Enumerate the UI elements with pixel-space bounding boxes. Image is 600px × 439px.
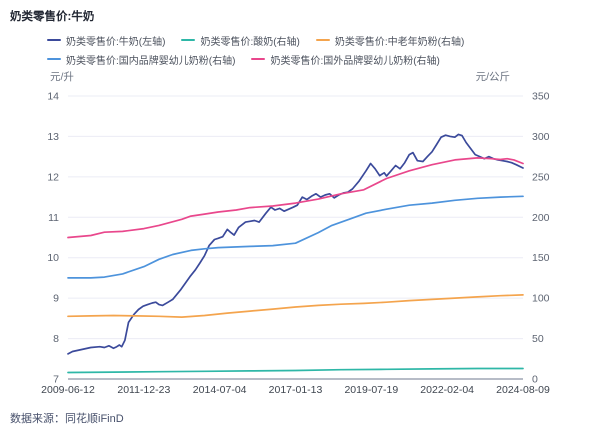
- legend-item-4[interactable]: 奶类零售价:国外品牌婴幼儿奶粉(右轴): [251, 52, 440, 67]
- data-source: 数据来源：同花顺iFinD: [10, 413, 124, 425]
- x-axis-tick: 2022-02-04: [420, 384, 474, 396]
- legend-marker: [315, 38, 330, 42]
- left-axis-tick: 13: [47, 131, 59, 143]
- chart-legend: 奶类零售价:牛奶(左轴) 奶类零售价:酸奶(右轴) 奶类零售价:中老年奶粉(右轴) 奶…: [47, 33, 529, 67]
- legend-marker: [181, 38, 196, 42]
- left-axis-tick: 14: [47, 91, 59, 103]
- legend-marker: [47, 38, 61, 42]
- legend-item-3[interactable]: 奶类零售价:国内品牌婴幼儿奶粉(右轴): [47, 52, 236, 67]
- left-axis-tick: 12: [47, 171, 59, 183]
- legend-item-label: 奶类零售价:牛奶(左轴): [66, 36, 166, 48]
- legend-item-label: 奶类零售价:国外品牌婴幼儿奶粉(右轴): [270, 55, 440, 67]
- x-axis-tick: 2017-01-13: [269, 384, 323, 396]
- series-line-0: [67, 133, 524, 355]
- right-axis-tick: 350: [532, 91, 550, 103]
- right-axis-tick: 150: [532, 252, 550, 264]
- x-axis-tick: 2019-07-19: [344, 384, 398, 396]
- legend-item-0[interactable]: 奶类零售价:牛奶(左轴): [47, 33, 166, 48]
- legend-item-label: 奶类零售价:中老年奶粉(右轴): [334, 36, 465, 48]
- right-axis-tick: 300: [532, 131, 550, 143]
- legend-item-2[interactable]: 奶类零售价:中老年奶粉(右轴): [315, 33, 465, 48]
- legend-marker: [47, 57, 61, 61]
- series-line-4: [67, 157, 524, 239]
- left-axis-unit: 元/升: [50, 71, 74, 83]
- left-axis-tick: 10: [47, 252, 59, 264]
- x-axis-tick: 2011-12-23: [117, 384, 170, 396]
- right-axis-tick: 50: [532, 333, 544, 345]
- series-line-1: [67, 367, 524, 374]
- series-line-3: [67, 195, 524, 279]
- right-axis-tick: 0: [532, 374, 538, 386]
- left-axis-tick: 8: [53, 333, 59, 345]
- left-axis-tick: 11: [48, 212, 59, 224]
- x-axis-tick: 2014-07-04: [193, 384, 247, 396]
- chart-title: 奶类零售价:牛奶: [10, 11, 95, 23]
- legend-item-1[interactable]: 奶类零售价:酸奶(右轴): [181, 33, 300, 48]
- right-axis-tick: 200: [532, 212, 550, 224]
- x-axis-tick: 2009-06-12: [41, 384, 95, 396]
- left-axis-tick: 7: [53, 374, 59, 386]
- left-axis-tick: 9: [53, 293, 59, 305]
- right-axis-tick: 100: [532, 293, 550, 305]
- x-axis-tick: 2024-08-09: [496, 384, 550, 396]
- legend-marker: [251, 57, 266, 61]
- right-axis-unit: 元/公斤: [475, 71, 510, 83]
- legend-item-label: 奶类零售价:酸奶(右轴): [200, 36, 300, 48]
- series-line-2: [67, 294, 524, 318]
- legend-item-label: 奶类零售价:国内品牌婴幼儿奶粉(右轴): [66, 55, 236, 67]
- right-axis-tick: 250: [532, 171, 550, 183]
